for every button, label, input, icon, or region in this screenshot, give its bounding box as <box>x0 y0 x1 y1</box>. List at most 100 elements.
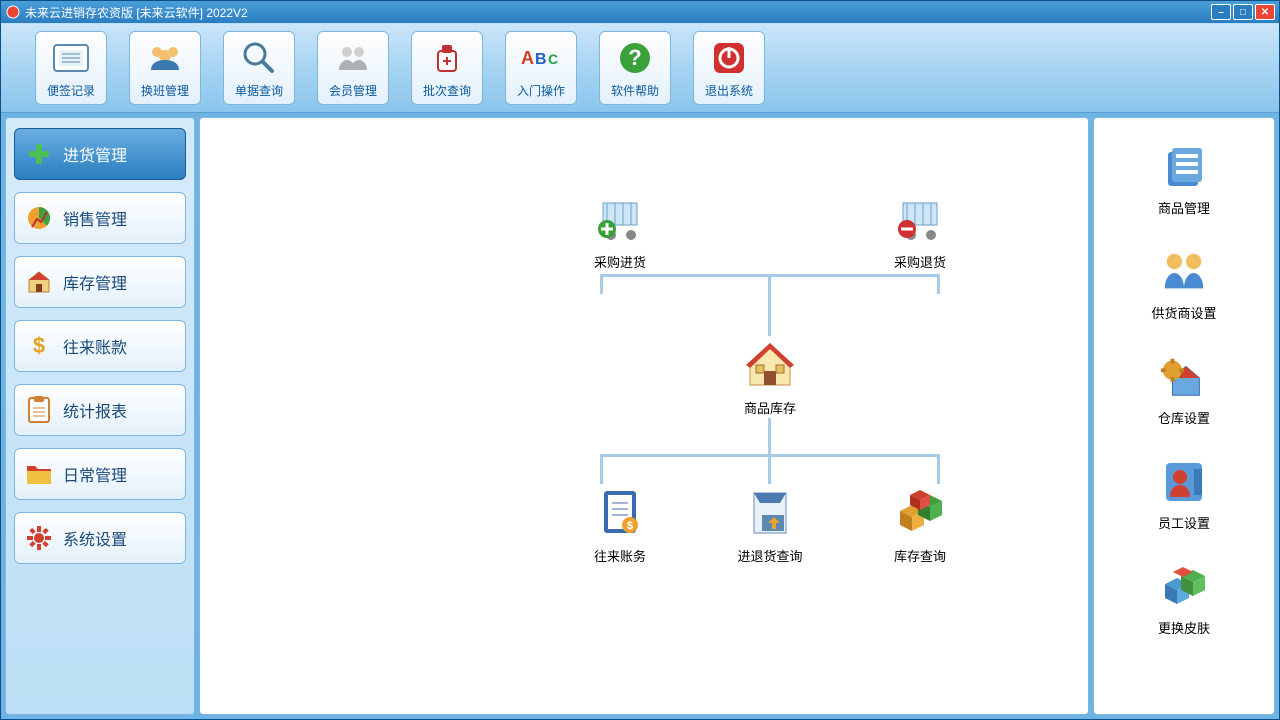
gear-icon <box>25 524 53 552</box>
batch-icon <box>427 38 467 78</box>
right-item-label: 更换皮肤 <box>1158 618 1210 637</box>
flow-connector <box>937 454 940 484</box>
sidebar-item-label: 系统设置 <box>63 526 127 550</box>
flow-connector <box>768 274 771 336</box>
flow-connector <box>937 274 940 294</box>
toolbar-help-button[interactable]: ? 软件帮助 <box>599 31 671 105</box>
flow-node-accounts[interactable]: $ 往来账务 <box>570 484 670 565</box>
boxes-icon <box>892 484 948 540</box>
right-item-label: 员工设置 <box>1158 513 1210 532</box>
sidebar-item-reports[interactable]: 统计报表 <box>14 384 186 436</box>
maximize-button[interactable]: □ <box>1233 4 1253 20</box>
svg-text:$: $ <box>33 333 45 358</box>
svg-text:C: C <box>548 51 558 67</box>
skin-icon <box>1159 562 1209 612</box>
sidebar-item-purchase[interactable]: 进货管理 <box>14 128 186 180</box>
flow-node-stock-query[interactable]: 库存查询 <box>870 484 970 565</box>
flow-node-io-query[interactable]: 进退货查询 <box>720 484 820 565</box>
toolbar-label: 软件帮助 <box>611 82 659 99</box>
content-area: 进货管理 销售管理 库存管理 $ 往来账款 统计报表 日常管理 <box>1 113 1279 719</box>
sidebar-item-settings[interactable]: 系统设置 <box>14 512 186 564</box>
toolbar-label: 退出系统 <box>705 82 753 99</box>
svg-text:?: ? <box>628 45 641 70</box>
main-toolbar: 便签记录 换班管理 单据查询 会员管理 批次查询 <box>1 23 1279 113</box>
toolbar-batch-button[interactable]: 批次查询 <box>411 31 483 105</box>
right-item-warehouse[interactable]: 仓库设置 <box>1158 352 1210 427</box>
toolbar-tutorial-button[interactable]: ABC 入门操作 <box>505 31 577 105</box>
toolbar-label: 便签记录 <box>47 82 95 99</box>
flow-node-inventory[interactable]: 商品库存 <box>720 336 820 417</box>
report-icon <box>25 396 53 424</box>
sidebar-item-label: 库存管理 <box>63 270 127 294</box>
cart-plus-icon <box>592 190 648 246</box>
shift-icon <box>145 38 185 78</box>
left-sidebar: 进货管理 销售管理 库存管理 $ 往来账款 统计报表 日常管理 <box>5 117 195 715</box>
sidebar-item-label: 统计报表 <box>63 398 127 422</box>
chart-icon <box>25 204 53 232</box>
toolbar-label: 入门操作 <box>517 82 565 99</box>
flow-connector <box>600 274 603 294</box>
toolbar-shift-button[interactable]: 换班管理 <box>129 31 201 105</box>
abc-icon: ABC <box>521 38 561 78</box>
sidebar-item-daily[interactable]: 日常管理 <box>14 448 186 500</box>
sidebar-item-accounts[interactable]: $ 往来账款 <box>14 320 186 372</box>
search-icon <box>239 38 279 78</box>
docsearch-icon <box>742 484 798 540</box>
right-item-skin[interactable]: 更换皮肤 <box>1158 562 1210 637</box>
right-item-staff[interactable]: 员工设置 <box>1158 457 1210 532</box>
house-icon <box>25 268 53 296</box>
right-item-label: 商品管理 <box>1158 198 1210 217</box>
app-icon <box>5 4 21 20</box>
toolbar-label: 单据查询 <box>235 82 283 99</box>
flow-node-label: 采购退货 <box>894 252 946 271</box>
right-item-label: 供货商设置 <box>1151 303 1216 322</box>
products-icon <box>1159 142 1209 192</box>
right-item-products[interactable]: 商品管理 <box>1158 142 1210 217</box>
right-item-label: 仓库设置 <box>1158 408 1210 427</box>
close-button[interactable]: ✕ <box>1255 4 1275 20</box>
svg-text:B: B <box>535 51 547 68</box>
app-window: 未来云进销存农资版 [未来云软件] 2022V2 – □ ✕ 便签记录 换班管理… <box>0 0 1280 720</box>
money-icon: $ <box>25 332 53 360</box>
suppliers-icon <box>1159 247 1209 297</box>
note-icon <box>51 38 91 78</box>
titlebar: 未来云进销存农资版 [未来云软件] 2022V2 – □ ✕ <box>1 1 1279 23</box>
help-icon: ? <box>615 38 655 78</box>
window-title: 未来云进销存农资版 [未来云软件] 2022V2 <box>25 4 248 21</box>
warehouse-icon <box>742 336 798 392</box>
minimize-button[interactable]: – <box>1211 4 1231 20</box>
warehouse-cfg-icon <box>1159 352 1209 402</box>
toolbar-exit-button[interactable]: 退出系统 <box>693 31 765 105</box>
toolbar-label: 会员管理 <box>329 82 377 99</box>
flow-node-purchase-in[interactable]: 采购进货 <box>570 190 670 271</box>
window-controls: – □ ✕ <box>1211 4 1275 20</box>
sidebar-item-label: 往来账款 <box>63 334 127 358</box>
cart-minus-icon <box>892 190 948 246</box>
toolbar-label: 批次查询 <box>423 82 471 99</box>
flow-node-label: 往来账务 <box>594 546 646 565</box>
flow-node-label: 采购进货 <box>594 252 646 271</box>
flow-node-label: 商品库存 <box>744 398 796 417</box>
flow-connector <box>600 454 603 484</box>
sidebar-item-inventory[interactable]: 库存管理 <box>14 256 186 308</box>
toolbar-notes-button[interactable]: 便签记录 <box>35 31 107 105</box>
sidebar-item-label: 销售管理 <box>63 206 127 230</box>
sidebar-item-label: 日常管理 <box>63 462 127 486</box>
main-panel: 采购进货 采购退货 商品库存 $ 往来账务 <box>199 117 1089 715</box>
flow-node-purchase-return[interactable]: 采购退货 <box>870 190 970 271</box>
flow-connector <box>768 454 771 484</box>
flow-node-label: 进退货查询 <box>737 546 802 565</box>
sidebar-item-sales[interactable]: 销售管理 <box>14 192 186 244</box>
flow-connector <box>768 418 771 454</box>
ledger-icon: $ <box>592 484 648 540</box>
svg-text:A: A <box>521 48 534 68</box>
staff-icon <box>1159 457 1209 507</box>
right-item-suppliers[interactable]: 供货商设置 <box>1151 247 1216 322</box>
right-panel: 商品管理 供货商设置 仓库设置 员工设置 更换皮肤 <box>1093 117 1275 715</box>
toolbar-label: 换班管理 <box>141 82 189 99</box>
power-icon <box>709 38 749 78</box>
toolbar-members-button[interactable]: 会员管理 <box>317 31 389 105</box>
svg-text:$: $ <box>627 520 633 532</box>
toolbar-doc-search-button[interactable]: 单据查询 <box>223 31 295 105</box>
sidebar-item-label: 进货管理 <box>63 142 127 166</box>
